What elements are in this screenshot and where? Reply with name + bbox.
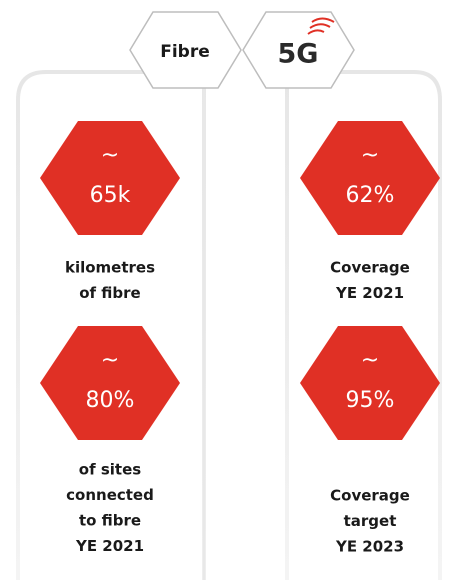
stat-label: kilometres — [65, 259, 155, 277]
5g-tab[interactable] — [242, 11, 355, 89]
stat-label: of sites — [79, 461, 141, 479]
fibre-tab[interactable] — [129, 11, 242, 89]
left-panel — [16, 70, 206, 580]
right-panel — [285, 70, 442, 580]
stat-hexagon — [300, 121, 440, 235]
signal-icon — [307, 17, 335, 35]
stat-label: of fibre — [79, 284, 140, 302]
stat-value: 65k — [90, 183, 131, 208]
stat-value: 80% — [86, 388, 135, 413]
stat-label: to fibre — [79, 512, 141, 530]
stat-hexagon — [40, 121, 180, 235]
stat-label: Coverage — [330, 487, 410, 505]
stat-prefix: ~ — [101, 348, 119, 373]
stat-label: YE 2021 — [335, 284, 404, 302]
stat-hexagon — [40, 326, 180, 440]
stat-value: 95% — [346, 388, 395, 413]
stat-prefix: ~ — [101, 143, 119, 168]
stat-label: YE 2021 — [75, 537, 144, 555]
stat-prefix: ~ — [361, 348, 379, 373]
stat-label: Coverage — [330, 259, 410, 277]
stat-label: target — [344, 512, 397, 530]
stat-hexagon — [300, 326, 440, 440]
stat-prefix: ~ — [361, 143, 379, 168]
stat-value: 62% — [346, 183, 395, 208]
stat-label: connected — [66, 486, 154, 504]
fibre-tab-label[interactable]: Fibre — [160, 42, 210, 62]
stat-label: YE 2023 — [335, 538, 404, 556]
5g-tab-label[interactable]: 5G — [278, 39, 319, 70]
